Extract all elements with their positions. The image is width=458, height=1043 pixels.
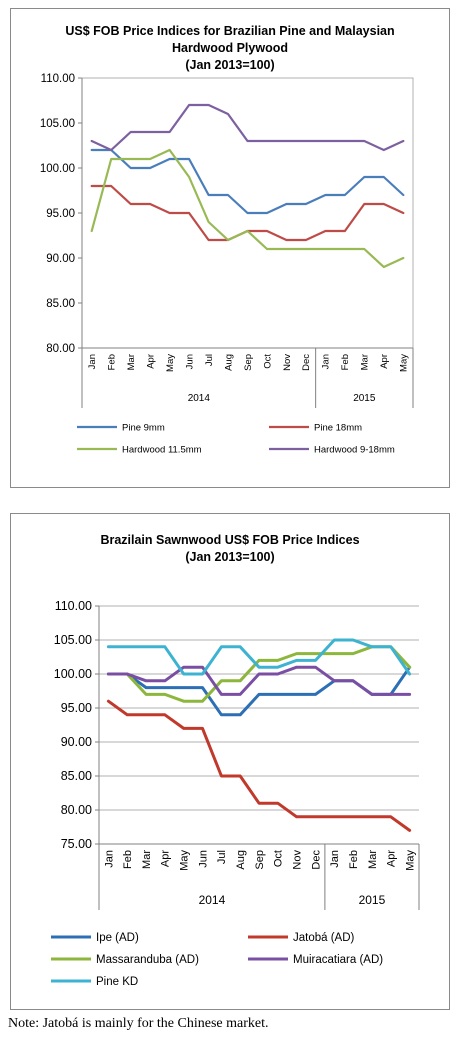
x-group-label: 2014 <box>199 893 226 907</box>
x-tick-label: Feb <box>340 354 351 370</box>
x-tick-label: Apr <box>386 850 398 867</box>
chart-title-line: Brazilain Sawnwood US$ FOB Price Indices <box>100 533 360 547</box>
legend-label: Massaranduba (AD) <box>96 954 199 966</box>
chart-panel-sawnwood: Brazilain Sawnwood US$ FOB Price Indices… <box>10 513 450 1010</box>
x-tick-label: May <box>404 850 416 871</box>
x-tick-label: Apr <box>160 850 172 867</box>
legend-label: Pine 18mm <box>314 422 362 433</box>
legend-label: Hardwood 11.5mm <box>122 444 202 455</box>
footnote: Note: Jatobá is mainly for the Chinese m… <box>8 1016 269 1031</box>
y-tick-label: 80.00 <box>46 343 75 355</box>
x-tick-label: Oct <box>262 354 273 369</box>
x-tick-label: Apr <box>379 354 390 369</box>
legend-label: Ipe (AD) <box>96 932 139 944</box>
y-tick-label: 90.00 <box>61 735 92 749</box>
series-line <box>90 103 405 152</box>
y-tick-label: 110.00 <box>55 599 92 613</box>
chart-sawnwood: 75.00 80.00 85.00 90.00 95.00 100.00 105.00 110… <box>51 599 420 988</box>
series-line <box>106 665 412 696</box>
legend-label: Hardwood 9-18mm <box>314 444 395 455</box>
x-tick-label: Mar <box>367 850 379 869</box>
legend-label: Muiracatiara (AD) <box>293 954 383 966</box>
x-tick-label: Jul <box>204 354 215 366</box>
x-tick-label: Mar <box>126 354 137 370</box>
y-tick-label: 90.00 <box>46 253 75 265</box>
x-tick-label: Sep <box>243 354 254 371</box>
x-tick-label: May <box>179 850 191 871</box>
y-tick-label: 100.00 <box>54 667 92 681</box>
x-tick-label: Jan <box>329 850 341 868</box>
y-tick-label: 95.00 <box>46 208 75 220</box>
x-tick-label: Jan <box>87 354 98 369</box>
x-group-label: 2014 <box>188 393 211 404</box>
x-tick-label: Aug <box>235 850 247 870</box>
x-tick-label: Aug <box>223 354 234 371</box>
y-tick-label: 75.00 <box>61 837 92 851</box>
x-tick-label: Feb <box>348 850 360 869</box>
x-tick-label: Feb <box>107 354 118 370</box>
chart-title-line: (Jan 2013=100) <box>185 58 275 72</box>
chart-title-plywood: US$ FOB Price Indices for Brazilian Pine… <box>11 23 449 74</box>
legend-label: Pine 9mm <box>122 422 165 433</box>
y-tick-label: 85.00 <box>61 769 92 783</box>
x-tick-label: Jul <box>216 850 228 864</box>
x-tick-label: Nov <box>291 850 303 870</box>
x-tick-label: Dec <box>301 354 312 371</box>
chart-plywood: 80.00 85.00 90.00 95.00 100.00 105.00 110.00 Ja… <box>40 73 414 455</box>
x-tick-label: Feb <box>122 850 134 869</box>
x-tick-label: Jun <box>197 850 209 868</box>
y-tick-label: 80.00 <box>61 803 92 817</box>
series-line <box>106 645 412 703</box>
x-tick-label: Mar <box>360 354 371 370</box>
x-tick-label: Mar <box>141 850 153 869</box>
series-line <box>106 638 412 676</box>
y-tick-label: 85.00 <box>46 298 75 310</box>
series-line <box>106 699 412 832</box>
x-tick-label: Sep <box>254 850 266 870</box>
x-group-label: 2015 <box>359 893 386 907</box>
series-line <box>90 148 405 269</box>
series-line <box>90 148 405 215</box>
x-tick-label: Jun <box>184 354 195 369</box>
y-tick-label: 105.00 <box>54 633 92 647</box>
y-tick-label: 95.00 <box>61 701 92 715</box>
chart-title-line: (Jan 2013=100) <box>185 550 275 564</box>
chart-title-line: Hardwood Plywood <box>172 41 288 55</box>
x-tick-label: Nov <box>282 354 293 371</box>
x-tick-label: May <box>399 354 410 372</box>
x-group-label: 2015 <box>353 393 376 404</box>
chart-title-sawnwood: Brazilain Sawnwood US$ FOB Price Indices… <box>11 532 449 566</box>
x-tick-label: Oct <box>273 850 285 867</box>
x-tick-label: May <box>165 354 176 372</box>
chart-panel-plywood: US$ FOB Price Indices for Brazilian Pine… <box>10 8 450 488</box>
y-tick-label: 100.00 <box>40 163 75 175</box>
legend-label: Jatobá (AD) <box>293 932 355 944</box>
y-tick-label: 110.00 <box>41 73 75 85</box>
y-tick-label: 105.00 <box>40 118 75 130</box>
legend-label: Pine KD <box>96 976 138 988</box>
x-tick-label: Dec <box>310 850 322 870</box>
x-tick-label: Apr <box>145 354 156 369</box>
x-tick-label: Jan <box>321 354 332 369</box>
x-tick-label: Jan <box>103 850 115 868</box>
chart-title-line: US$ FOB Price Indices for Brazilian Pine… <box>65 24 395 38</box>
